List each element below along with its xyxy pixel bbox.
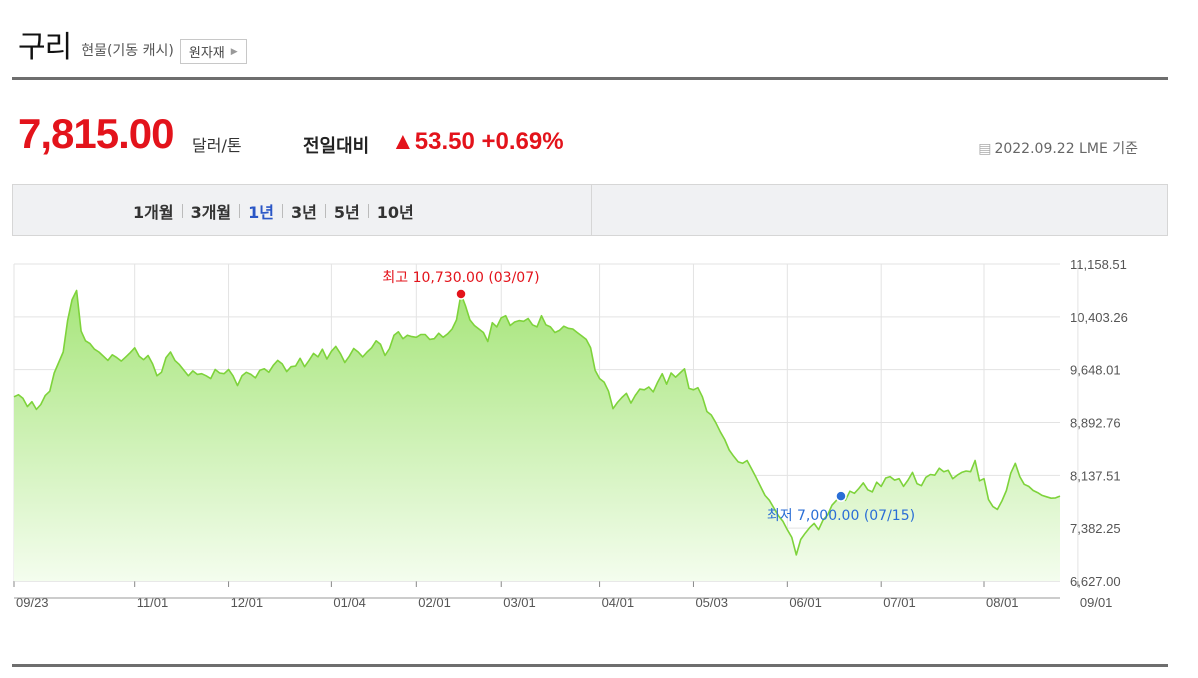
top-rule <box>12 77 1168 80</box>
y-tick-label: 6,627.00 <box>1070 574 1121 589</box>
period-tabs-bar: 1개월 3개월 1년 3년 5년 10년 <box>12 184 1168 236</box>
x-tick-label: 12/01 <box>231 595 264 610</box>
price-area <box>14 290 1060 581</box>
page-subtitle: 현물(기동 캐시) <box>81 43 174 59</box>
y-tick-label: 10,403.26 <box>1070 310 1128 325</box>
period-tab-1[interactable]: 3개월 <box>190 203 232 222</box>
y-tick-label: 8,892.76 <box>1070 416 1121 431</box>
commodity-button-label: 원자재 <box>188 46 225 61</box>
y-tick-label: 9,648.01 <box>1070 363 1121 378</box>
price-line <box>13 289 1061 556</box>
period-divider <box>181 204 183 218</box>
period-bar-divider <box>591 185 592 235</box>
x-tick-label: 07/01 <box>883 595 916 610</box>
y-tick-label: 7,382.25 <box>1070 521 1121 536</box>
date-note: ▤ 2022.09.22 LME 기준 <box>978 138 1138 158</box>
period-divider <box>239 204 241 218</box>
period-tab-5[interactable]: 10년 <box>376 203 414 222</box>
period-divider <box>367 204 369 218</box>
price-change: ▲53.50 +0.69% <box>391 128 564 155</box>
current-price: 7,815.00 <box>18 110 174 157</box>
period-tab-2[interactable]: 1년 <box>248 203 275 222</box>
price-unit: 달러/톤 <box>192 136 242 155</box>
period-divider <box>324 204 326 218</box>
x-tick-label: 06/01 <box>789 595 822 610</box>
x-tick-label: 02/01 <box>418 595 451 610</box>
commodity-button[interactable]: 원자재 ▶ <box>179 39 247 64</box>
y-tick-label: 11,158.51 <box>1070 257 1127 272</box>
title-row: 구리 현물(기동 캐시) 원자재 ▶ <box>18 26 247 66</box>
price-chart: 11,158.51 10,403.26 9,648.01 8,892.76 8,137.… <box>13 257 1128 610</box>
compare-label: 전일대비 <box>303 136 370 157</box>
x-tick-label: 03/01 <box>503 595 536 610</box>
low-point-label: 최저 7,000.00 (07/15) <box>767 508 915 524</box>
x-tick-label: 08/01 <box>986 595 1019 610</box>
period-tab-3[interactable]: 3년 <box>291 203 317 222</box>
period-tabs: 1개월 3개월 1년 3년 5년 10년 <box>125 199 422 223</box>
x-tick-label: 05/03 <box>695 595 728 610</box>
x-tick-label: 01/04 <box>333 595 366 610</box>
x-tick-label: 09/23 <box>16 595 49 610</box>
period-divider <box>282 204 284 218</box>
bottom-rule <box>12 664 1168 667</box>
date-note-text: 2022.09.22 LME 기준 <box>994 141 1138 157</box>
x-tick-label: 11/01 <box>137 595 169 610</box>
x-tick-label: 09/01 <box>1080 595 1113 610</box>
chevron-right-icon: ▶ <box>230 46 238 57</box>
y-tick-label: 8,137.51 <box>1070 468 1121 483</box>
high-point-marker <box>455 288 467 300</box>
calendar-icon: ▤ <box>978 141 992 157</box>
period-tab-4[interactable]: 5년 <box>333 203 360 222</box>
quote-row: 7,815.00 달러/톤 전일대비 ▲53.50 +0.69% ▤ 2022.0… <box>18 110 1168 166</box>
period-tab-0[interactable]: 1개월 <box>133 203 174 222</box>
low-point-marker <box>835 490 847 502</box>
high-point-label: 최고 10,730.00 (03/07) <box>382 270 539 286</box>
x-tick-label: 04/01 <box>602 595 635 610</box>
page-title: 구리 <box>18 30 72 65</box>
